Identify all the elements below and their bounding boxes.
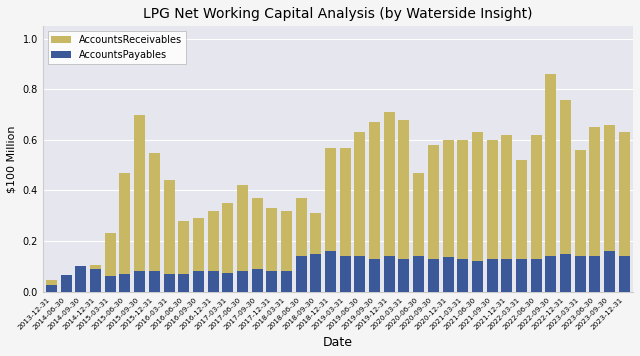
- Bar: [575, 150, 586, 292]
- Bar: [369, 122, 380, 292]
- Bar: [222, 203, 233, 292]
- Bar: [560, 253, 571, 292]
- Bar: [560, 100, 571, 292]
- Bar: [237, 271, 248, 292]
- Bar: [325, 147, 336, 292]
- Bar: [545, 74, 556, 292]
- X-axis label: Date: Date: [323, 336, 353, 349]
- Bar: [90, 269, 101, 292]
- Bar: [604, 251, 615, 292]
- Bar: [428, 145, 439, 292]
- Bar: [340, 256, 351, 292]
- Legend: AccountsReceivables, AccountsPayables: AccountsReceivables, AccountsPayables: [47, 31, 186, 64]
- Bar: [296, 256, 307, 292]
- Bar: [486, 140, 497, 292]
- Bar: [281, 271, 292, 292]
- Bar: [281, 211, 292, 292]
- Bar: [589, 256, 600, 292]
- Bar: [76, 266, 86, 292]
- Bar: [384, 256, 395, 292]
- Bar: [472, 261, 483, 292]
- Title: LPG Net Working Capital Analysis (by Waterside Insight): LPG Net Working Capital Analysis (by Wat…: [143, 7, 532, 21]
- Bar: [442, 257, 454, 292]
- Bar: [531, 135, 541, 292]
- Bar: [604, 125, 615, 292]
- Bar: [61, 275, 72, 292]
- Bar: [105, 234, 116, 292]
- Bar: [252, 269, 262, 292]
- Bar: [413, 173, 424, 292]
- Bar: [178, 274, 189, 292]
- Bar: [516, 160, 527, 292]
- Bar: [325, 251, 336, 292]
- Bar: [46, 285, 57, 292]
- Bar: [384, 112, 395, 292]
- Bar: [90, 265, 101, 292]
- Bar: [501, 259, 512, 292]
- Bar: [46, 280, 57, 292]
- Bar: [207, 271, 219, 292]
- Bar: [355, 132, 365, 292]
- Bar: [149, 271, 160, 292]
- Bar: [457, 259, 468, 292]
- Bar: [266, 271, 277, 292]
- Bar: [442, 140, 454, 292]
- Bar: [149, 153, 160, 292]
- Bar: [252, 198, 262, 292]
- Bar: [296, 198, 307, 292]
- Bar: [178, 221, 189, 292]
- Bar: [369, 259, 380, 292]
- Bar: [575, 256, 586, 292]
- Bar: [457, 140, 468, 292]
- Bar: [589, 127, 600, 292]
- Bar: [134, 271, 145, 292]
- Bar: [486, 259, 497, 292]
- Bar: [266, 208, 277, 292]
- Bar: [516, 259, 527, 292]
- Bar: [310, 213, 321, 292]
- Bar: [163, 274, 175, 292]
- Y-axis label: $100 Million: $100 Million: [7, 125, 17, 193]
- Bar: [105, 276, 116, 292]
- Bar: [163, 180, 175, 292]
- Bar: [399, 259, 410, 292]
- Bar: [355, 256, 365, 292]
- Bar: [428, 259, 439, 292]
- Bar: [531, 259, 541, 292]
- Bar: [134, 115, 145, 292]
- Bar: [619, 132, 630, 292]
- Bar: [545, 256, 556, 292]
- Bar: [120, 173, 131, 292]
- Bar: [76, 267, 86, 292]
- Bar: [399, 120, 410, 292]
- Bar: [120, 274, 131, 292]
- Bar: [501, 135, 512, 292]
- Bar: [222, 273, 233, 292]
- Bar: [340, 147, 351, 292]
- Bar: [237, 185, 248, 292]
- Bar: [207, 211, 219, 292]
- Bar: [193, 218, 204, 292]
- Bar: [413, 256, 424, 292]
- Bar: [472, 132, 483, 292]
- Bar: [619, 256, 630, 292]
- Bar: [61, 275, 72, 292]
- Bar: [310, 253, 321, 292]
- Bar: [193, 271, 204, 292]
